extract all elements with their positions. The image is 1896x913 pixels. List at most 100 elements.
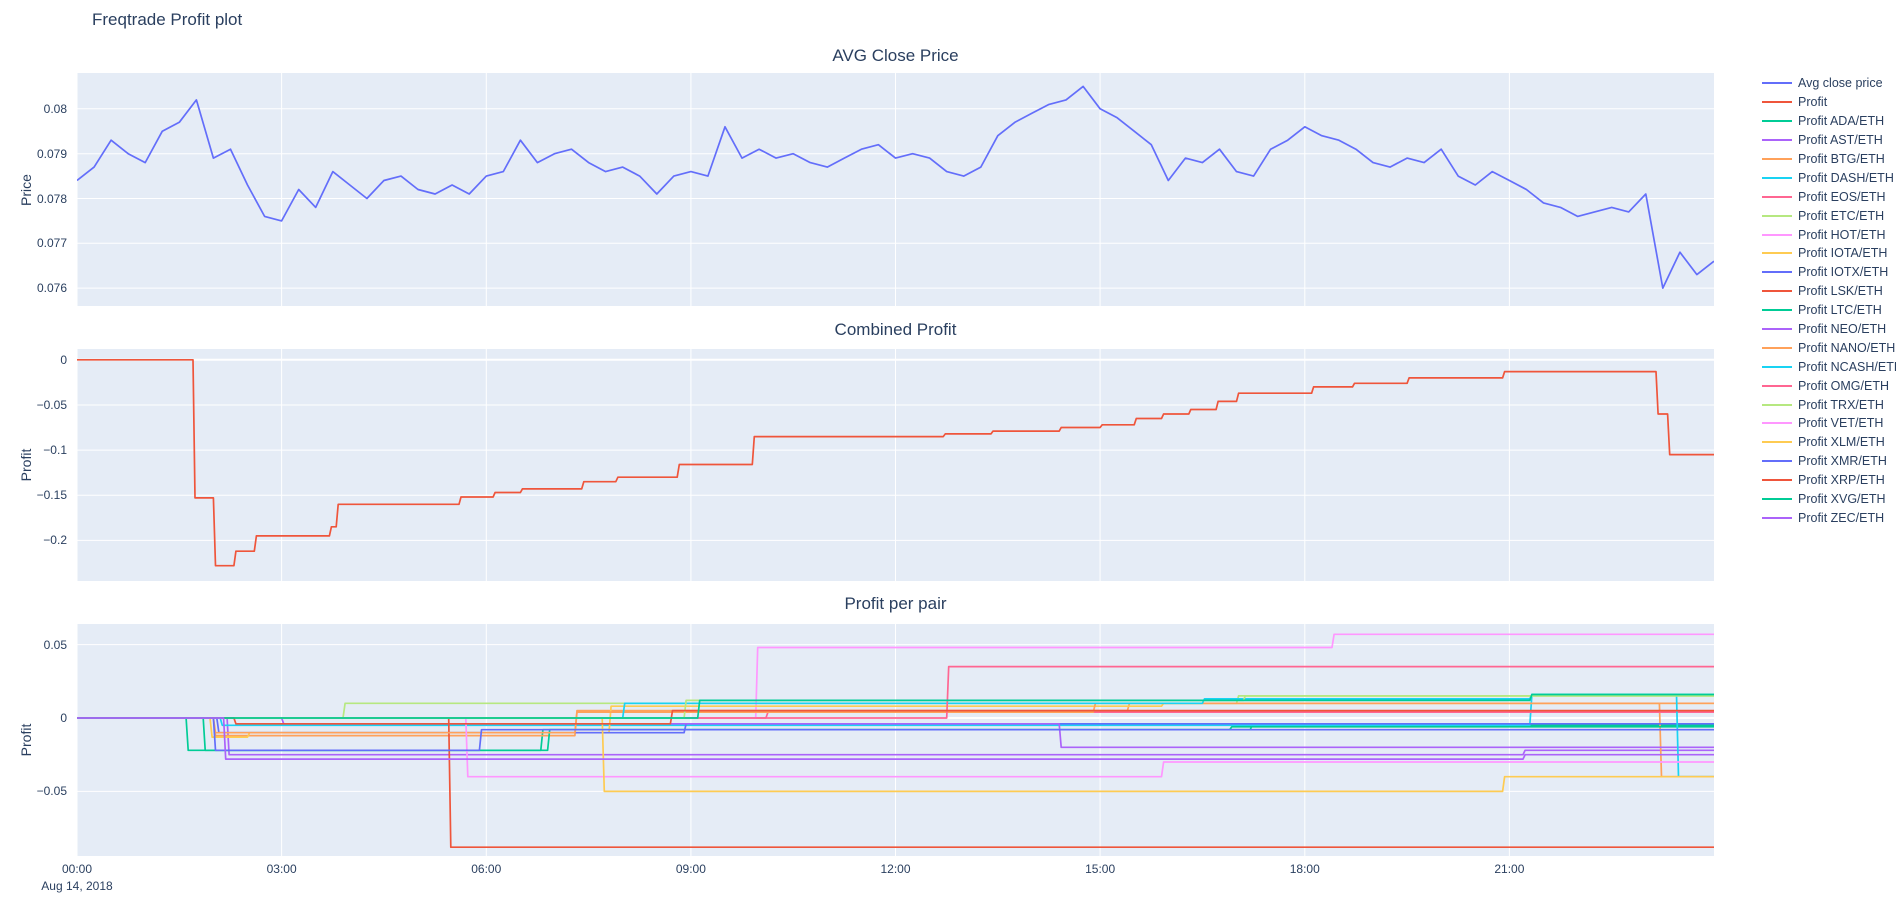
legend-item-label: Profit IOTX/ETH (1798, 265, 1889, 280)
legend-item-label: Profit (1798, 95, 1828, 110)
legend-item-label: Profit ZEC/ETH (1798, 510, 1885, 525)
legend-item-label: Profit NCASH/ETH (1798, 359, 1896, 374)
y-tick-label: −0.2 (43, 533, 67, 548)
legend-item[interactable]: Profit ETC/ETH (1762, 206, 1896, 225)
legend-item[interactable]: Profit XLM/ETH (1762, 433, 1896, 452)
y-tick-label: 0 (60, 352, 67, 367)
y-tick-label: −0.05 (36, 398, 67, 412)
x-axis-date-label: Aug 14, 2018 (41, 879, 113, 893)
series-profit-xvg-eth (77, 693, 1714, 719)
legend-item[interactable]: Profit EOS/ETH (1762, 187, 1896, 206)
y-tick-label: 0.077 (36, 236, 67, 251)
legend-line-swatch (1762, 346, 1792, 349)
legend-item-label: Profit DASH/ETH (1798, 170, 1894, 185)
legend-item[interactable]: Profit AST/ETH (1762, 131, 1896, 150)
legend-line-swatch (1762, 158, 1792, 160)
subplot-title-profit-per-pair: Profit per pair (844, 594, 947, 613)
legend-item-label: Profit XRP/ETH (1798, 473, 1885, 488)
legend-item[interactable]: Profit DASH/ETH (1762, 168, 1896, 187)
legend: Avg close price Profit Profit ADA/ETH Profi… (1762, 74, 1896, 527)
subplot-title-combined-profit: Combined Profit (834, 320, 957, 339)
x-tick-label: 12:00 (880, 862, 911, 876)
plot-avg-close-price[interactable] (77, 73, 1714, 306)
legend-item[interactable]: Profit LTC/ETH (1762, 301, 1896, 320)
y-ticks-combined-profit: 0 −0.05 −0.1 −0.15 −0.2 (0, 349, 72, 581)
subplot-title-avg-close-price: AVG Close Price (832, 46, 959, 65)
legend-line-swatch (1762, 195, 1792, 198)
legend-item[interactable]: Avg close price (1762, 74, 1896, 93)
y-ticks-profit-per-pair: −0.05 0 0.05 (0, 624, 72, 856)
legend-item-label: Profit EOS/ETH (1798, 189, 1886, 204)
legend-item-label: Profit ADA/ETH (1798, 114, 1885, 129)
legend-line-swatch (1762, 328, 1792, 331)
legend-item[interactable]: Profit IOTA/ETH (1762, 244, 1896, 263)
y-tick-label: 0.076 (36, 281, 67, 296)
legend-item[interactable]: Profit LSK/ETH (1762, 282, 1896, 301)
x-tick-label: 09:00 (675, 862, 706, 876)
legend-item[interactable]: Profit XMR/ETH (1762, 452, 1896, 471)
legend-line-swatch (1762, 101, 1792, 104)
legend-item[interactable]: Profit IOTX/ETH (1762, 263, 1896, 282)
legend-item-label: Profit HOT/ETH (1798, 227, 1886, 242)
legend-line-swatch (1762, 441, 1792, 444)
legend-line-swatch (1762, 214, 1792, 217)
legend-item-label: Profit OMG/ETH (1798, 378, 1889, 393)
legend-line-swatch (1762, 516, 1792, 519)
legend-item-label: Profit TRX/ETH (1798, 397, 1884, 412)
legend-item[interactable]: Profit NANO/ETH (1762, 338, 1896, 357)
legend-item[interactable]: Profit ZEC/ETH (1762, 508, 1896, 527)
legend-item[interactable]: Profit TRX/ETH (1762, 395, 1896, 414)
legend-item-label: Profit XMR/ETH (1798, 454, 1887, 469)
legend-line-swatch (1762, 139, 1792, 142)
legend-item-label: Profit ETC/ETH (1798, 208, 1885, 223)
legend-item-label: Profit BTG/ETH (1798, 152, 1885, 166)
legend-line-swatch (1762, 422, 1792, 425)
legend-line-swatch (1762, 82, 1792, 85)
series-profit-ltc-eth (77, 717, 1714, 752)
legend-item-label: Profit XVG/ETH (1798, 492, 1886, 507)
y-tick-label: −0.05 (36, 784, 67, 799)
legend-item[interactable]: Profit XVG/ETH (1762, 490, 1896, 509)
plot-combined-profit[interactable] (77, 349, 1714, 581)
y-tick-label: 0.078 (36, 191, 67, 206)
legend-item-label: Profit LTC/ETH (1798, 303, 1882, 318)
legend-line-swatch (1762, 403, 1792, 406)
y-tick-label: 0.05 (43, 637, 67, 652)
series-profit-ncash-eth (77, 693, 1714, 778)
y-tick-label: −0.15 (36, 488, 67, 503)
legend-item[interactable]: Profit VET/ETH (1762, 414, 1896, 433)
legend-item-label: Avg close price (1798, 76, 1883, 91)
x-tick-label: 15:00 (1085, 862, 1116, 876)
legend-item[interactable]: Profit NEO/ETH (1762, 320, 1896, 339)
legend-line-swatch (1762, 290, 1792, 293)
legend-item[interactable]: Profit ADA/ETH (1762, 112, 1896, 131)
legend-item-label: Profit LSK/ETH (1798, 284, 1883, 299)
legend-line-swatch (1762, 252, 1792, 255)
series-profit-zec-eth (77, 717, 1714, 760)
legend-line-swatch (1762, 309, 1792, 312)
y-tick-label: 0.079 (36, 146, 67, 161)
legend-line-swatch (1762, 120, 1792, 123)
legend-item[interactable]: Profit (1762, 93, 1896, 112)
legend-line-swatch (1762, 384, 1792, 387)
x-tick-label: 21:00 (1494, 862, 1525, 876)
legend-line-swatch (1762, 498, 1792, 501)
legend-item[interactable]: Profit HOT/ETH (1762, 225, 1896, 244)
legend-item[interactable]: Profit NCASH/ETH (1762, 357, 1896, 376)
page-title: Freqtrade Profit plot (92, 10, 243, 29)
legend-line-swatch (1762, 365, 1792, 368)
legend-item[interactable]: Profit XRP/ETH (1762, 471, 1896, 490)
y-ticks-price: 0.076 0.077 0.078 0.079 0.08 (0, 73, 72, 306)
plot-profit-per-pair[interactable] (77, 624, 1714, 856)
y-tick-label: 0 (60, 711, 67, 725)
legend-item[interactable]: Profit BTG/ETH (1762, 150, 1896, 169)
x-tick-label: 00:00 (61, 862, 93, 876)
legend-item[interactable]: Profit OMG/ETH (1762, 376, 1896, 395)
x-tick-label: 06:00 (471, 862, 502, 876)
legend-item-label: Profit XLM/ETH (1798, 435, 1885, 450)
legend-line-swatch (1762, 271, 1792, 274)
legend-line-swatch (1762, 460, 1792, 463)
legend-item-label: Profit NEO/ETH (1798, 322, 1887, 337)
series-profit (77, 358, 1714, 567)
